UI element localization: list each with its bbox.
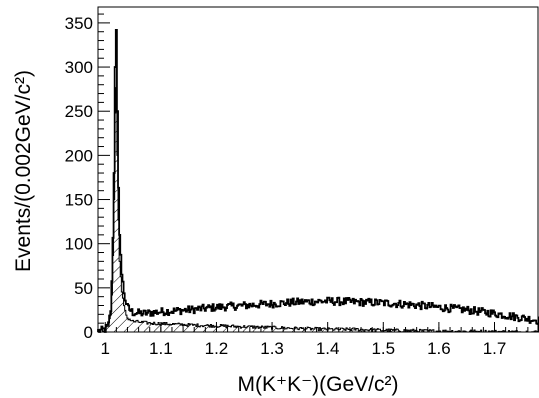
- histogram-solid: [97, 29, 539, 333]
- x-axis-title: M(K⁺K⁻)(GeV/c²): [238, 373, 399, 396]
- histogram-hatched: [98, 87, 539, 333]
- x-tick-label: 1.5: [371, 339, 395, 358]
- x-tick-label: 1.6: [427, 339, 451, 358]
- y-tick-label: 150: [65, 191, 93, 210]
- x-tick-label: 1.7: [483, 339, 507, 358]
- y-tick-label: 200: [65, 146, 93, 165]
- y-tick-label: 300: [65, 58, 93, 77]
- y-tick-label: 350: [65, 14, 93, 33]
- x-tick-label: 1.4: [316, 339, 340, 358]
- x-tick-label: 1.3: [260, 339, 284, 358]
- y-tick-label: 50: [74, 279, 93, 298]
- y-tick-label: 100: [65, 235, 93, 254]
- x-tick-label: 1.2: [205, 339, 229, 358]
- y-tick-label: 250: [65, 102, 93, 121]
- x-tick-label: 1: [100, 339, 109, 358]
- y-axis-title: Events/(0.002GeV/c²): [12, 70, 35, 272]
- x-tick-label: 1.1: [149, 339, 173, 358]
- y-tick-label: 0: [84, 323, 93, 342]
- plot-frame: [97, 6, 539, 333]
